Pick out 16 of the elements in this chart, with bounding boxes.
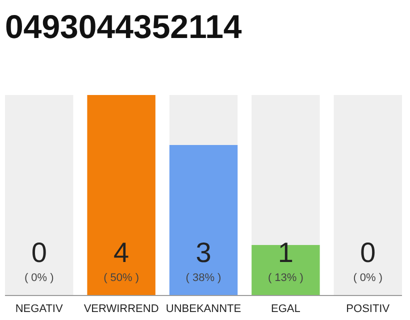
data-label: 3 bbox=[196, 237, 212, 268]
annotation: ( 50% ) bbox=[104, 272, 140, 284]
annotation: 0 bbox=[31, 237, 47, 268]
annotation: ( 38% ) bbox=[186, 272, 222, 284]
data-label: 4 bbox=[114, 237, 130, 268]
chart-title: 0493044352114 bbox=[5, 8, 242, 45]
annotation: ( 0% ) bbox=[24, 272, 54, 284]
annotation: ( 13% ) bbox=[268, 272, 304, 284]
x-tick-label: EGAL bbox=[271, 303, 300, 315]
data-label: 1 bbox=[278, 237, 294, 268]
x-tick-label: UNBEKANNTE bbox=[166, 303, 242, 315]
x-tick-label: NEGATIV bbox=[15, 303, 64, 315]
x-tick-label: POSITIV bbox=[346, 303, 390, 315]
x-tick-label: VERWIRREND bbox=[84, 303, 159, 315]
annotation: ( 0% ) bbox=[353, 272, 383, 284]
annotation: 0 bbox=[360, 237, 376, 268]
